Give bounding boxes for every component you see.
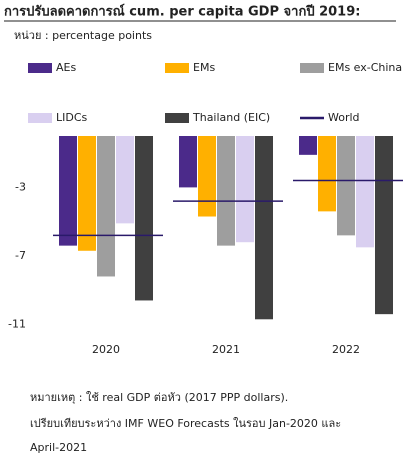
- bar: [337, 136, 355, 236]
- bar: [78, 136, 96, 251]
- legend-label: World: [328, 111, 360, 124]
- legend-label: EMs ex-China: [328, 61, 402, 74]
- bar: [97, 136, 115, 277]
- legend-label: EMs: [193, 61, 215, 74]
- x-tick-label: 2021: [212, 343, 240, 356]
- y-tick-label: -11: [8, 317, 26, 330]
- bar: [198, 136, 216, 217]
- legend-swatch: [28, 113, 52, 123]
- legend-swatch: [300, 63, 324, 73]
- legend-label: AEs: [56, 61, 76, 74]
- bar: [299, 136, 317, 155]
- bar: [236, 136, 254, 243]
- note: หมายเหตุ : ใช้ real GDP ต่อหัว (2017 PPP…: [30, 391, 288, 404]
- bar: [318, 136, 336, 212]
- legend-swatch: [165, 63, 189, 73]
- y-tick-label: -3: [15, 180, 26, 193]
- x-tick-label: 2020: [92, 343, 120, 356]
- bar: [356, 136, 374, 248]
- legend-swatch: [165, 113, 189, 123]
- note: April-2021: [30, 441, 87, 454]
- bar: [255, 136, 273, 320]
- bar: [116, 136, 134, 224]
- bar: [179, 136, 197, 188]
- bar: [217, 136, 235, 246]
- legend-swatch: [28, 63, 52, 73]
- legend-label: LIDCs: [56, 111, 88, 124]
- legend-label: Thailand (EIC): [192, 111, 270, 124]
- note: เปรียบเทียบระหว่าง IMF WEO Forecasts ในร…: [30, 417, 341, 430]
- chart-subtitle: หน่วย : percentage points: [14, 29, 152, 42]
- x-tick-label: 2022: [332, 343, 360, 356]
- bar: [375, 136, 393, 315]
- y-tick-label: -7: [15, 249, 26, 262]
- bar: [135, 136, 153, 301]
- chart-title: การปรับลดคาดการณ์ cum. per capita GDP จา…: [4, 4, 360, 20]
- bar: [59, 136, 77, 246]
